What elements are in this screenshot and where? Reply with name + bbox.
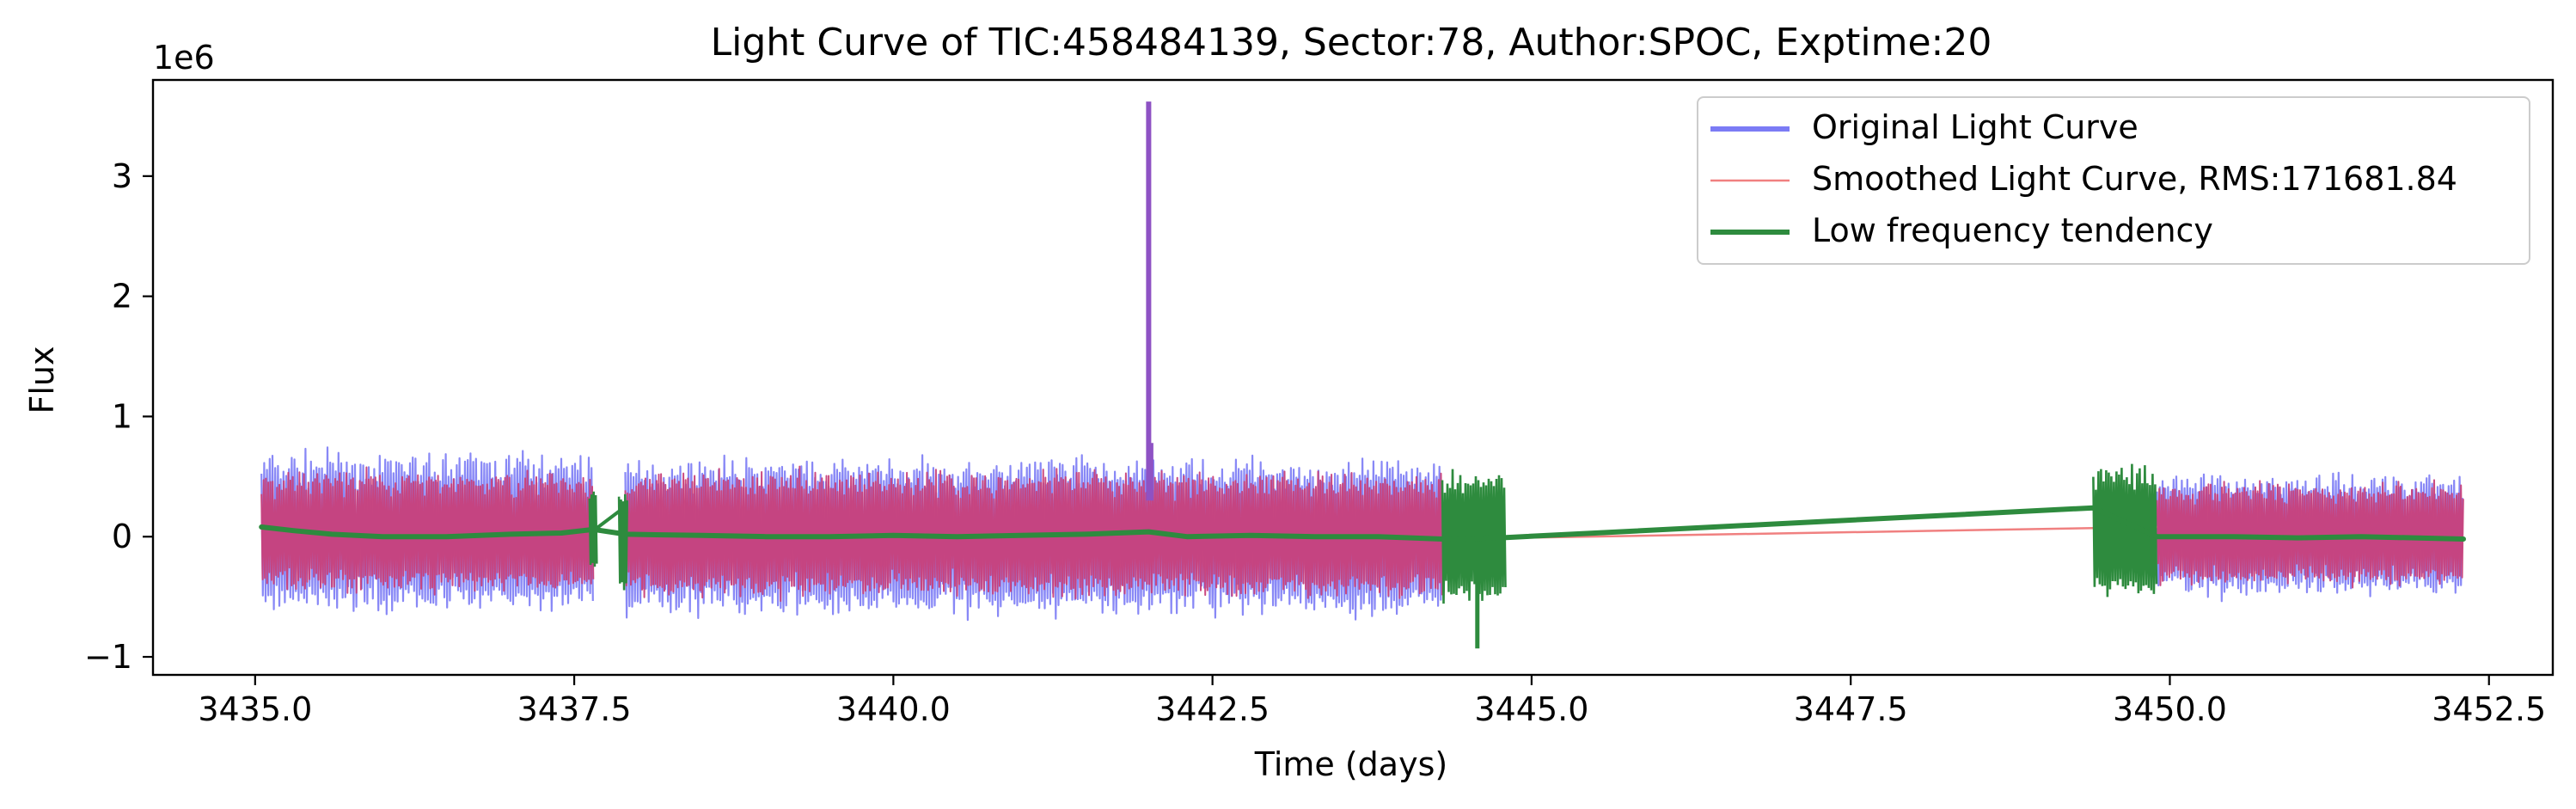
y-axis-label: Flux (23, 346, 61, 414)
legend-item-smoothed: Smoothed Light Curve, RMS:171681.84 (1698, 162, 2529, 196)
x-tick-label: 3452.5 (2432, 690, 2546, 728)
legend-label-tendency: Low frequency tendency (1812, 211, 2213, 249)
x-tick-label: 3450.0 (2113, 690, 2227, 728)
plot-data-layer (259, 101, 2466, 649)
legend-swatch-smoothed (1710, 179, 1790, 182)
y-tick-label: 0 (112, 518, 132, 555)
x-axis-label: Time (days) (1254, 745, 1447, 783)
chart-title: Light Curve of TIC:458484139, Sector:78,… (711, 21, 1992, 64)
legend-swatch-original (1710, 126, 1790, 132)
x-tick-label: 3440.0 (836, 690, 951, 728)
low-frequency-tendency-line (259, 505, 2466, 542)
x-tick-label: 3437.5 (517, 690, 632, 728)
x-tick-label: 3442.5 (1155, 690, 1270, 728)
y-tick-label: 1 (112, 397, 132, 435)
legend: Original Light Curve Smoothed Light Curv… (1697, 96, 2530, 265)
tendency-gap-connector (592, 505, 627, 532)
tendency-dense-block-3 (2092, 463, 2158, 598)
legend-label-smoothed: Smoothed Light Curve, RMS:171681.84 (1812, 160, 2457, 198)
tendency-dense-block-1 (617, 493, 628, 591)
y-tick-label: −1 (84, 638, 132, 676)
legend-swatch-tendency (1710, 230, 1790, 235)
plot-frame (151, 78, 2555, 677)
legend-item-tendency: Low frequency tendency (1698, 213, 2529, 248)
smoothed-curve-segment-2 (2156, 479, 2464, 589)
x-tick-label: 3435.0 (198, 690, 312, 728)
x-tick-label: 3445.0 (1474, 690, 1588, 728)
tendency-dense-block-2 (1441, 469, 1507, 604)
y-tick-label: 3 (112, 157, 132, 195)
legend-item-original: Original Light Curve (1698, 110, 2529, 144)
y-tick-label: 2 (112, 278, 132, 316)
smoothed-curve-segment-0 (260, 466, 595, 596)
y-offset-label: 1e6 (153, 39, 215, 77)
axes: 3435.0 3437.5 3440.0 3442.5 3445.0 3447.5 3450… (84, 78, 2555, 728)
x-tick-label: 3447.5 (1794, 690, 1908, 728)
legend-label-original: Original Light Curve (1812, 108, 2139, 146)
original-curve-segment-1 (624, 454, 1443, 622)
